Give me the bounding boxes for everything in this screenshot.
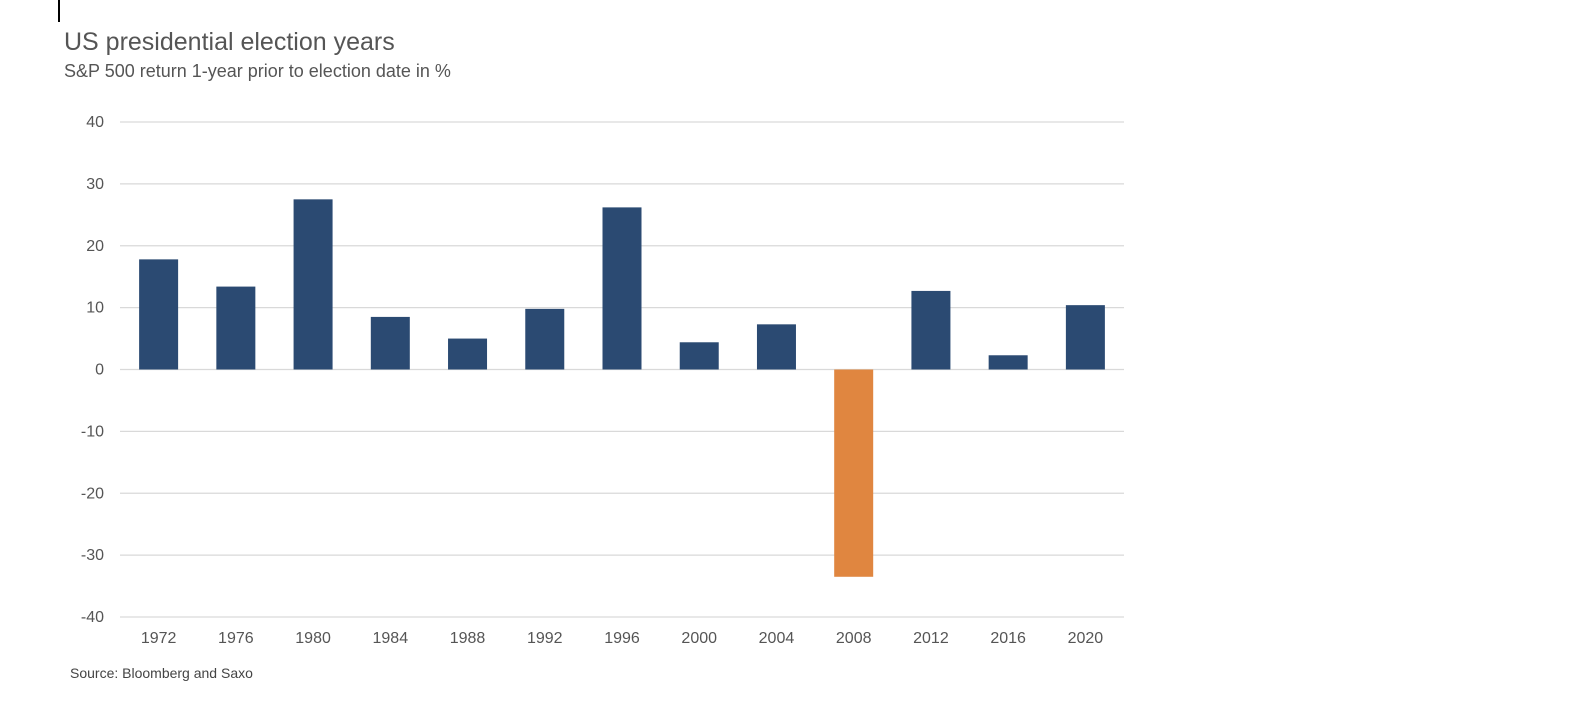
x-tick-label: 1972 — [141, 630, 177, 647]
bar-1988 — [448, 338, 488, 370]
bar-2020 — [1065, 305, 1105, 370]
bar-1992 — [525, 308, 565, 370]
y-tick-label: -10 — [81, 423, 104, 440]
bar-2012 — [911, 290, 951, 370]
bar-1976 — [216, 286, 256, 370]
chart-source: Source: Bloomberg and Saxo — [70, 665, 253, 681]
bar-2008 — [834, 369, 874, 577]
bar-1996 — [602, 207, 642, 370]
x-tick-label: 2012 — [913, 630, 949, 647]
bar-2016 — [988, 355, 1028, 370]
x-tick-label: 1984 — [373, 630, 409, 647]
y-tick-label: 10 — [86, 300, 104, 317]
grid-lines — [120, 121, 1124, 618]
bar-2004 — [756, 324, 796, 370]
y-tick-label: -20 — [81, 485, 104, 502]
y-axis-ticks: 40 30 20 10 0 -10 -20 -30 -40 — [81, 114, 104, 626]
y-tick-label: 30 — [86, 176, 104, 193]
x-tick-label: 1976 — [218, 630, 254, 647]
bar-1980 — [293, 199, 333, 370]
x-tick-label: 1996 — [604, 630, 640, 647]
y-tick-label: 40 — [86, 114, 104, 131]
bar-1972 — [139, 259, 179, 370]
x-tick-label: 2004 — [759, 630, 795, 647]
x-tick-label: 1992 — [527, 630, 563, 647]
x-axis-ticks: 1972 1976 1980 1984 1988 1992 1996 2000 2004 2008… — [141, 630, 1103, 647]
bar-2000 — [679, 342, 719, 370]
bar-1984 — [370, 316, 410, 370]
x-tick-label: 2016 — [990, 630, 1026, 647]
y-tick-label: 0 — [95, 362, 104, 379]
x-tick-label: 2020 — [1068, 630, 1104, 647]
x-tick-label: 1988 — [450, 630, 486, 647]
y-tick-label: 20 — [86, 238, 104, 255]
x-tick-label: 1980 — [295, 630, 331, 647]
x-tick-label: 2000 — [681, 630, 717, 647]
chart-title: US presidential election years — [64, 28, 395, 56]
y-tick-label: -40 — [81, 609, 104, 626]
bars — [139, 199, 1105, 577]
x-tick-label: 2008 — [836, 630, 872, 647]
y-tick-label: -30 — [81, 547, 104, 564]
text-cursor — [58, 0, 60, 22]
chart-subtitle: S&P 500 return 1-year prior to election … — [64, 61, 451, 81]
